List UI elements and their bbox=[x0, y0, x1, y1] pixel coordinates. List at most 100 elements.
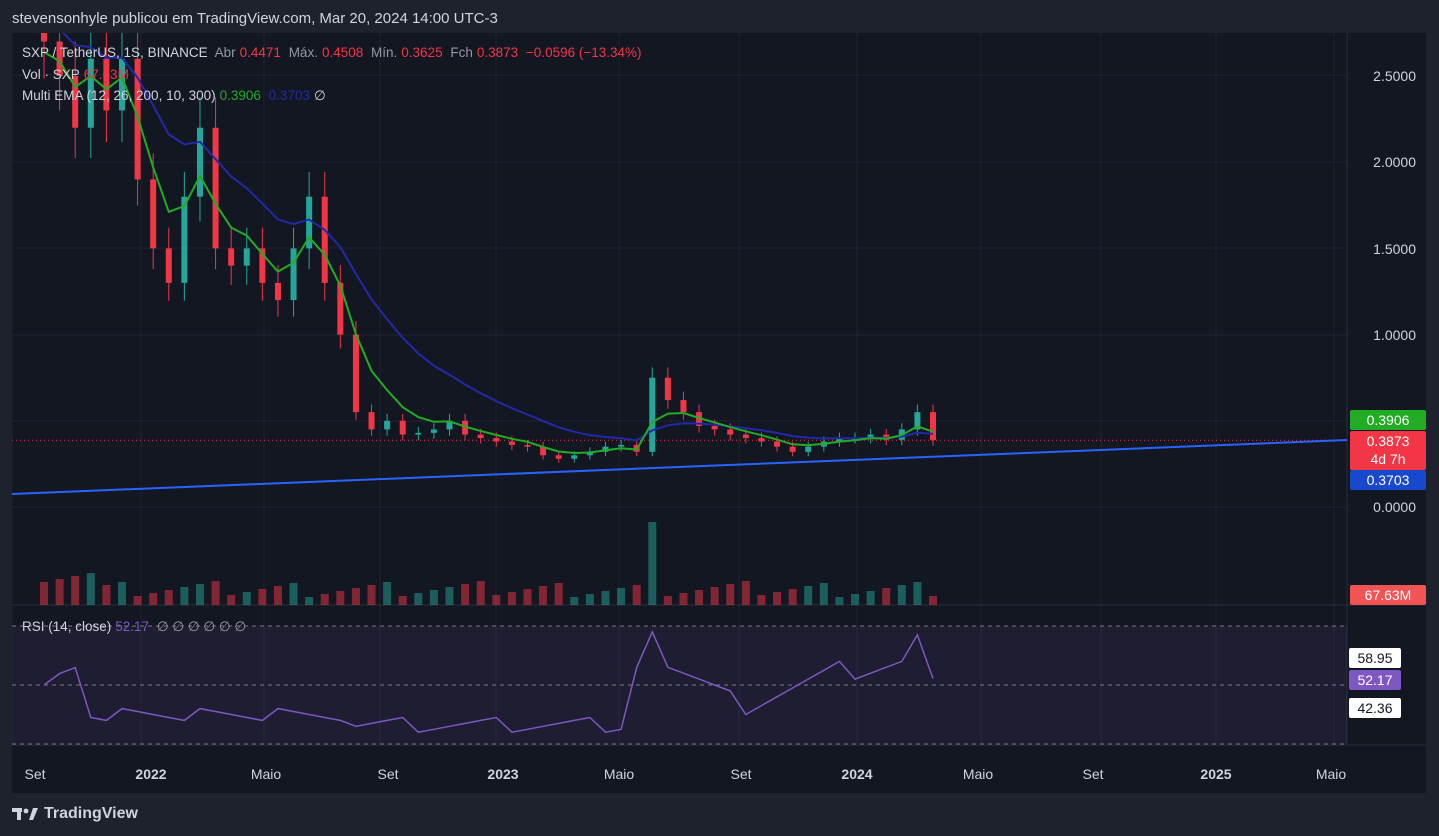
volume-bar bbox=[180, 587, 189, 605]
volume-bar bbox=[40, 582, 48, 605]
volume-bar bbox=[913, 582, 922, 605]
volume-legend: Vol · SXP 67.63M bbox=[22, 67, 129, 82]
volume-bar bbox=[507, 592, 516, 605]
candle-body bbox=[41, 33, 47, 42]
price-tick: 2.0000 bbox=[1373, 154, 1416, 170]
ema-slow-value: 0.3703 bbox=[268, 88, 310, 103]
volume-bar bbox=[882, 588, 891, 605]
candle-body bbox=[742, 434, 749, 439]
volume-bar bbox=[117, 582, 126, 605]
candle-body bbox=[493, 438, 500, 442]
volume-bar bbox=[86, 573, 95, 605]
candle-body bbox=[118, 58, 125, 111]
rsi-label-upper: 58.95 bbox=[1349, 648, 1401, 668]
tradingview-brand[interactable]: TradingView bbox=[12, 805, 138, 823]
volume-bar bbox=[164, 590, 173, 605]
volume-bar bbox=[476, 581, 485, 605]
volume-bar bbox=[866, 591, 875, 605]
volume-bar bbox=[741, 581, 750, 605]
candle-body bbox=[602, 446, 609, 452]
volume-bar bbox=[71, 576, 80, 605]
volume-bar bbox=[414, 593, 423, 605]
support-trendline bbox=[12, 439, 1348, 495]
volume-bar bbox=[305, 597, 314, 605]
volume-bar bbox=[492, 595, 501, 605]
candle-body bbox=[680, 400, 687, 413]
candle-body bbox=[524, 444, 531, 447]
volume-bar bbox=[663, 596, 672, 605]
candle-body bbox=[352, 334, 359, 413]
time-tick: Set bbox=[730, 766, 752, 782]
volume-bar bbox=[461, 584, 470, 605]
volume-bar bbox=[195, 584, 204, 605]
candle-body bbox=[914, 412, 921, 430]
volume-bar bbox=[851, 594, 860, 605]
candle-body bbox=[306, 196, 313, 249]
candle-body bbox=[87, 58, 94, 128]
chart-frame[interactable]: SXP / TetherUS, 1S, BINANCE Abr 0.4471 Má… bbox=[12, 33, 1426, 793]
candle-body bbox=[540, 446, 547, 456]
candle-body bbox=[243, 248, 250, 266]
ema-fast-line bbox=[43, 51, 934, 455]
time-tick: Set bbox=[377, 766, 399, 782]
ema-legend: Multi EMA (12, 26, 200, 10, 300) 0.3906 0… bbox=[22, 88, 326, 103]
volume-bar bbox=[445, 587, 454, 605]
volume-bar bbox=[773, 592, 782, 605]
volume-bar bbox=[835, 597, 844, 605]
volume-bar bbox=[55, 579, 64, 605]
candle-body bbox=[181, 196, 188, 283]
time-tick: 2022 bbox=[135, 766, 167, 782]
rsi-legend: RSI (14, close) 52.17 ∅ ∅ ∅ ∅ ∅ ∅ bbox=[22, 619, 247, 634]
volume-bar bbox=[757, 595, 766, 605]
volume-bar bbox=[320, 594, 329, 605]
volume-bar bbox=[726, 584, 735, 605]
time-tick: Maio bbox=[603, 766, 635, 782]
candle-body bbox=[150, 179, 157, 249]
candle-body bbox=[165, 248, 172, 283]
volume-bar bbox=[819, 583, 828, 605]
trendline bbox=[12, 439, 1348, 495]
candle-body bbox=[774, 441, 781, 447]
volume-bar bbox=[632, 585, 641, 605]
volume-bar bbox=[149, 593, 158, 605]
ema-fast-value: 0.3906 bbox=[219, 88, 261, 103]
candle-body bbox=[384, 420, 391, 430]
candle-body bbox=[103, 58, 110, 111]
price-chart[interactable] bbox=[12, 33, 1426, 793]
volume-bar bbox=[351, 588, 360, 605]
grid-lines bbox=[12, 33, 1426, 746]
candlesticks bbox=[41, 33, 936, 463]
volume-bar bbox=[679, 593, 688, 605]
volume-bar bbox=[273, 586, 282, 605]
volume-bar bbox=[289, 583, 298, 605]
time-tick: Set bbox=[24, 766, 46, 782]
close-value: 0.3873 bbox=[476, 45, 519, 60]
open-value: 0.4471 bbox=[239, 45, 281, 60]
volume-bar bbox=[929, 596, 937, 605]
volume-bar bbox=[554, 583, 563, 605]
candle-body bbox=[399, 420, 406, 435]
price-tick: 1.5000 bbox=[1373, 241, 1416, 257]
change-value: −0.0596 (−13.34%) bbox=[525, 45, 642, 60]
volume-bar bbox=[617, 588, 626, 605]
ema-fast-price-label: 0.3906 bbox=[1350, 410, 1426, 430]
candle-body bbox=[789, 446, 796, 452]
candle-body bbox=[618, 444, 625, 447]
candle-body bbox=[508, 441, 515, 445]
volume-bar bbox=[695, 590, 704, 605]
volume-bar bbox=[710, 587, 719, 605]
candle-body bbox=[867, 434, 874, 439]
candle-body bbox=[196, 127, 203, 197]
rsi-label-current: 52.17 bbox=[1349, 670, 1401, 690]
volume-bar bbox=[227, 595, 236, 605]
ema-lines bbox=[43, 33, 934, 455]
price-tick: 2.5000 bbox=[1373, 68, 1416, 84]
volume-value: 67.63M bbox=[83, 67, 129, 82]
candle-body bbox=[586, 451, 593, 456]
volume-bar bbox=[585, 594, 594, 605]
publisher-line: stevensonhyle publicou em TradingView.co… bbox=[12, 10, 498, 27]
volume-bar bbox=[429, 590, 438, 605]
candle-body bbox=[727, 429, 734, 435]
volume-bar bbox=[788, 589, 797, 605]
tradingview-logo-icon bbox=[12, 808, 38, 820]
